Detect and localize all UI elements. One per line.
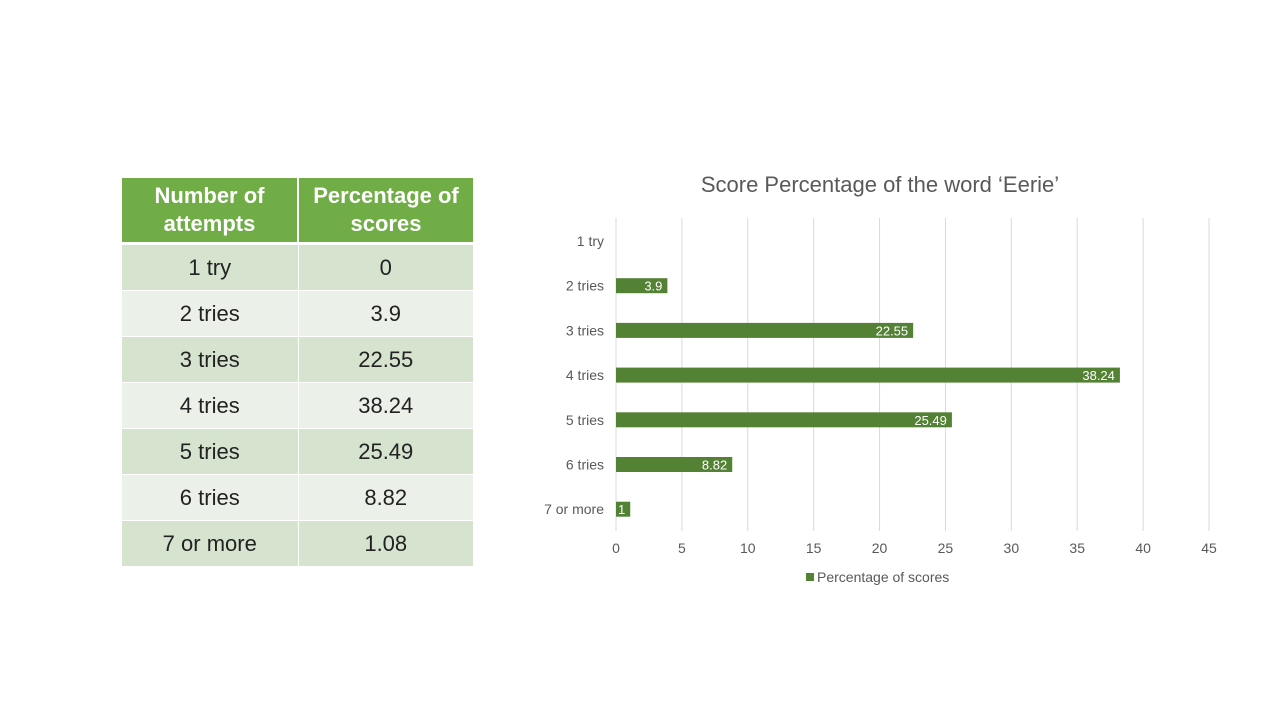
bar [616,457,733,472]
x-tick-label: 10 [740,540,756,556]
x-tick-label: 45 [1201,540,1217,556]
table-row: 2 tries 3.9 [122,290,473,337]
header-percentage: Percentage of scores [298,178,473,245]
table-row: 5 tries 25.49 [122,428,473,475]
bar-data-label: 8.82 [702,458,727,473]
bar-data-label: 1 [618,502,625,517]
table-row: 4 tries 38.24 [122,382,473,429]
table-header-row: Number of attempts Percentage of scores [122,178,473,245]
attempts-cell: 1 try [122,243,299,291]
category-labels: 1 try 2 tries 3 tries 4 tries 5 tries 6 tries… [544,233,604,517]
legend-swatch [806,573,814,581]
chart-bars: 3.9 22.55 38.24 25.49 8.82 1 [616,278,1120,517]
x-tick-label: 5 [678,540,686,556]
category-label: 4 tries [566,367,604,383]
x-tick-label: 30 [1004,540,1020,556]
category-label: 5 tries [566,412,604,428]
bar [616,412,952,428]
category-label: 2 tries [566,278,604,294]
category-label: 6 tries [566,457,604,473]
bar-data-label: 3.9 [644,279,662,294]
percentage-cell: 22.55 [298,336,473,383]
percentage-cell: 3.9 [298,290,473,337]
x-tick-label: 25 [938,540,954,556]
category-label: 3 tries [566,322,604,338]
table-row: 7 or more 1.08 [122,520,473,567]
attempts-cell: 2 tries [122,290,299,337]
bar [616,322,914,338]
table-row: 3 tries 22.55 [122,336,473,383]
category-label: 1 try [577,233,604,249]
header-attempts: Number of attempts [122,178,299,245]
chart-legend: Percentage of scores [806,569,949,585]
attempts-cell: 6 tries [122,474,299,521]
attempts-cell: 7 or more [122,520,299,567]
bar [616,367,1120,383]
attempts-cell: 3 tries [122,336,299,383]
bar-data-label: 22.55 [876,323,909,338]
bar [616,501,631,517]
x-tick-label: 35 [1069,540,1085,556]
chart-title: Score Percentage of the word ‘Eerie’ [701,172,1059,197]
percentage-cell: 25.49 [298,428,473,475]
bar-data-label: 38.24 [1082,368,1115,383]
scores-table: Number of attempts Percentage of scores … [122,178,473,567]
category-label: 7 or more [544,501,604,517]
bar-data-label: 25.49 [914,413,947,428]
x-tick-label: 15 [806,540,822,556]
table-row: 6 tries 8.82 [122,474,473,521]
x-tick-label: 40 [1135,540,1151,556]
attempts-cell: 4 tries [122,382,299,429]
percentage-cell: 0 [298,243,473,291]
attempts-cell: 5 tries [122,428,299,475]
x-tick-label: 20 [872,540,888,556]
percentage-cell: 1.08 [298,520,473,567]
legend-label: Percentage of scores [817,569,949,585]
x-axis-ticks: 0 5 10 15 20 25 30 35 40 45 [612,540,1217,556]
percentage-cell: 38.24 [298,382,473,429]
table-row: 1 try 0 [122,243,473,291]
x-tick-label: 0 [612,540,620,556]
percentage-cell: 8.82 [298,474,473,521]
bar [616,278,668,294]
